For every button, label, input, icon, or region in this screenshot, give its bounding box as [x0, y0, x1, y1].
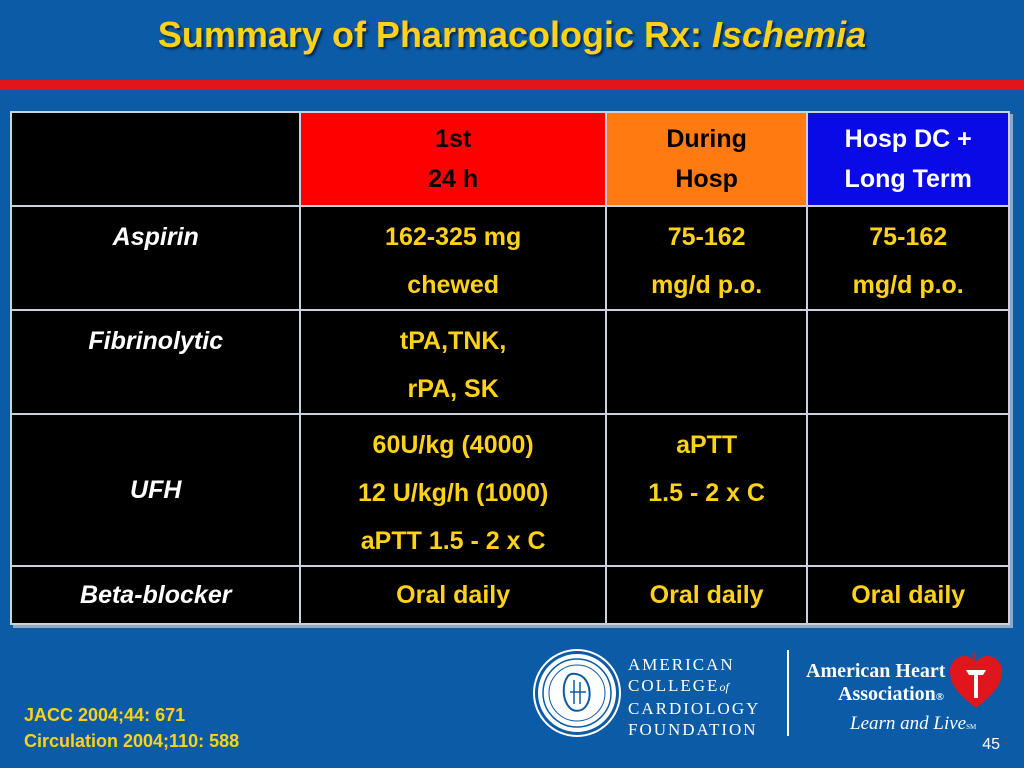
acc-logo-text: AMERICAN COLLEGEof CARDIOLOGY FOUNDATION [628, 655, 761, 739]
pharmacologic-summary-table: 1st 24 h During Hosp Hosp DC + Long Term… [9, 111, 1010, 625]
table-cell: Oral daily [299, 565, 607, 625]
table-cell-empty [806, 309, 1010, 415]
header-cell-discharge-long-term: Hosp DC + Long Term [806, 111, 1010, 207]
table-cell: 75-162 mg/d p.o. [604, 205, 809, 311]
acc-seal-icon [535, 651, 619, 735]
table-cell: Oral daily [604, 565, 809, 625]
slide-title-emphasis: Ischemia [712, 14, 867, 55]
table-cell: 60U/kg (4000) 12 U/kg/h (1000) aPTT 1.5 … [299, 413, 607, 567]
drug-name: Aspirin [9, 205, 302, 311]
table-header-row: 1st 24 h During Hosp Hosp DC + Long Term [9, 111, 1010, 207]
table-cell: tPA,TNK, rPA, SK [299, 309, 607, 415]
header-cell-first-24h: 1st 24 h [299, 111, 607, 207]
reference-item: JACC 2004;44: 671 [24, 705, 186, 725]
table-cell-empty [604, 309, 809, 415]
page-number: 45 [982, 736, 1000, 753]
drug-name: Fibrinolytic [9, 309, 302, 415]
heart-torch-icon [950, 652, 1002, 708]
drug-name: Beta-blocker [9, 565, 302, 625]
table-cell: 162-325 mg chewed [299, 205, 607, 311]
drug-name: UFH [9, 413, 302, 567]
references: JACC 2004;44: 671 Circulation 2004;110: … [24, 702, 239, 754]
logo-divider [787, 650, 789, 736]
table-cell: 75-162 mg/d p.o. [806, 205, 1010, 311]
table-cell: aPTT 1.5 - 2 x C [604, 413, 809, 567]
aha-logo-text: American Heart Association® [806, 660, 946, 705]
slide-title-main: Summary of Pharmacologic Rx: [157, 14, 713, 55]
reference-item: Circulation 2004;110: 588 [24, 731, 240, 751]
table-row-aspirin: Aspirin 162-325 mg chewed 75-162 mg/d p.… [9, 205, 1010, 311]
table-cell: Oral daily [806, 565, 1010, 625]
slide-title: Summary of Pharmacologic Rx: Ischemia [0, 14, 1024, 56]
aha-tagline: Learn and LiveSM [850, 713, 977, 734]
table-row-fibrinolytic: Fibrinolytic tPA,TNK, rPA, SK [9, 309, 1010, 415]
header-cell-during-hosp: During Hosp [604, 111, 809, 207]
header-cell-empty [9, 111, 302, 207]
title-divider [0, 80, 1024, 90]
table-row-ufh: UFH 60U/kg (4000) 12 U/kg/h (1000) aPTT … [9, 413, 1010, 567]
table-row-beta-blocker: Beta-blocker Oral daily Oral daily Oral … [9, 565, 1010, 625]
table-cell-empty [806, 413, 1010, 567]
